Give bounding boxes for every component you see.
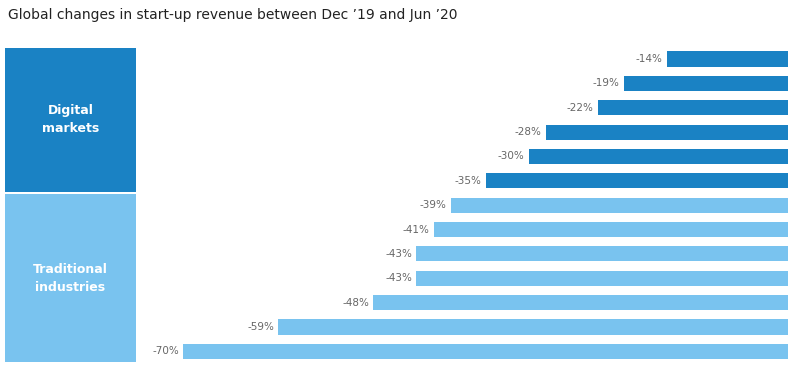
Text: -41%: -41% (402, 225, 430, 234)
Text: -43%: -43% (386, 273, 412, 283)
Text: -28%: -28% (515, 127, 542, 137)
Text: -35%: -35% (454, 176, 482, 186)
Bar (529, 149, 788, 164)
Bar (417, 271, 788, 286)
Text: Digital
markets: Digital markets (42, 105, 99, 135)
Text: -30%: -30% (498, 152, 525, 162)
Text: -39%: -39% (420, 200, 446, 210)
Text: -14%: -14% (636, 54, 662, 64)
Bar (486, 173, 788, 188)
Text: -22%: -22% (566, 103, 594, 113)
Bar (624, 76, 788, 91)
Text: -19%: -19% (593, 78, 619, 89)
Text: -70%: -70% (152, 347, 179, 356)
Bar (667, 51, 788, 66)
Bar (183, 344, 788, 359)
Text: -43%: -43% (386, 249, 412, 259)
Bar (546, 125, 788, 140)
Bar (278, 320, 788, 334)
Bar (598, 100, 788, 115)
Bar (5, 194, 136, 363)
Text: -48%: -48% (342, 298, 369, 308)
Bar (451, 198, 788, 213)
Bar (374, 295, 788, 310)
Text: Traditional
industries: Traditional industries (33, 263, 108, 294)
Text: -59%: -59% (247, 322, 274, 332)
Bar (5, 48, 136, 192)
Bar (417, 246, 788, 261)
Bar (434, 222, 788, 237)
Text: Global changes in start-up revenue between Dec ’19 and Jun ’20: Global changes in start-up revenue betwe… (8, 8, 458, 22)
